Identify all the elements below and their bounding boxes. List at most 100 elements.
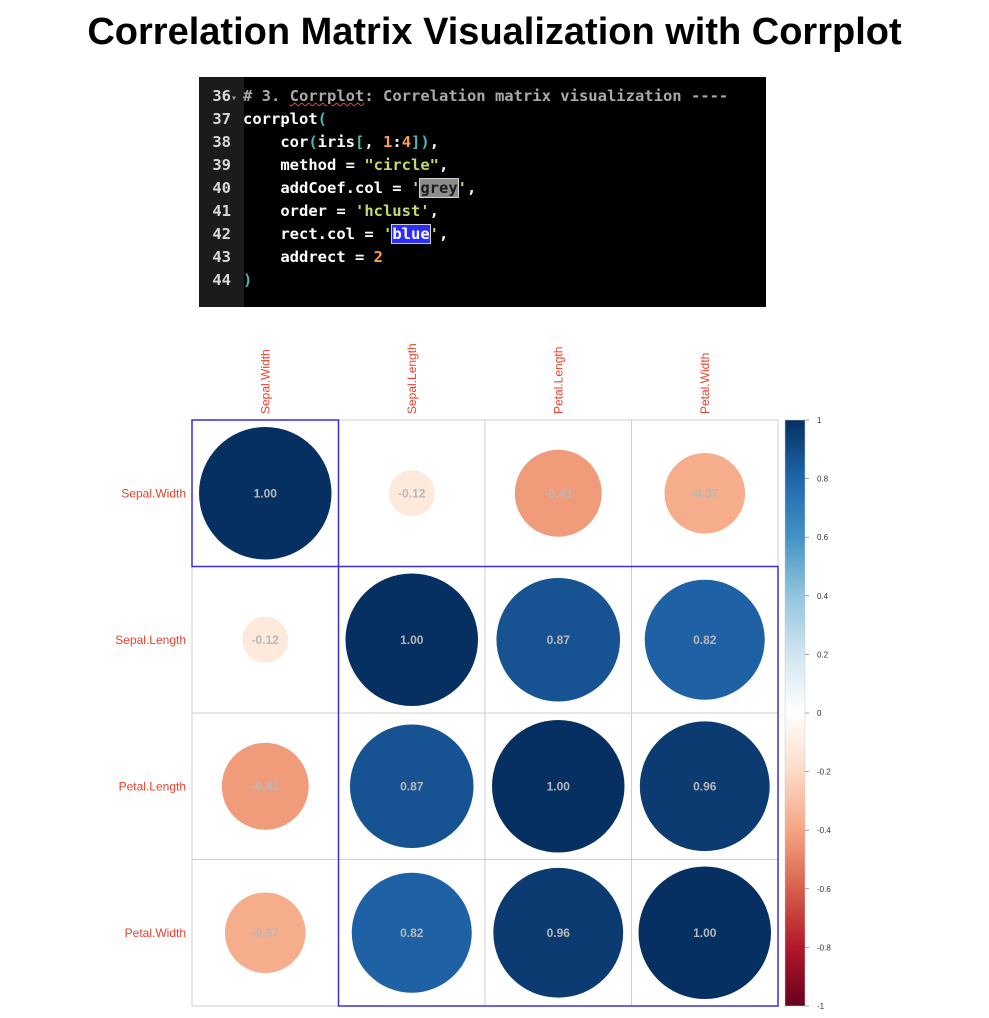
row-label: Sepal.Length xyxy=(115,633,186,647)
code-text: # 3. Corrplot: Correlation matrix visual… xyxy=(243,87,728,105)
color-legend-tick-label: 0.6 xyxy=(817,533,829,542)
coefficient-label: 1.00 xyxy=(547,779,571,793)
coefficient-label: -0.37 xyxy=(252,926,280,940)
coefficient-label: 1.00 xyxy=(400,633,424,647)
code-token: cor xyxy=(243,133,309,151)
code-text: addCoef.col = 'grey', xyxy=(243,178,477,198)
code-token: : Correlation matrix visualization ---- xyxy=(364,87,729,105)
color-legend-tick-label: -0.4 xyxy=(817,826,831,835)
column-label: Sepal.Length xyxy=(405,343,419,414)
code-token: ' xyxy=(429,225,439,243)
code-token: ) xyxy=(243,271,253,289)
coefficient-label: 0.96 xyxy=(547,926,571,940)
color-legend-tick-label: -0.6 xyxy=(817,885,831,894)
line-number: 43 xyxy=(212,248,231,266)
code-text: corrplot( xyxy=(243,110,327,128)
correlation-circle xyxy=(351,872,472,993)
correlation-circle xyxy=(388,470,435,517)
correlation-circle xyxy=(221,742,309,830)
code-token: Corrplot xyxy=(289,87,365,105)
correlation-circle xyxy=(242,616,289,663)
correlation-circles xyxy=(199,427,771,999)
fold-arrow-icon[interactable]: ▾ xyxy=(231,93,238,104)
coefficient-label: 0.87 xyxy=(547,633,571,647)
coefficient-label: -0.12 xyxy=(252,633,280,647)
column-label: Petal.Length xyxy=(551,347,565,414)
code-token: # 3. xyxy=(243,87,290,105)
coefficient-label: 0.87 xyxy=(400,779,424,793)
code-token: "circle" xyxy=(364,156,439,174)
correlation-circle xyxy=(493,867,624,998)
line-number: 44 xyxy=(212,271,231,289)
code-line: 42 rect.col = 'blue', xyxy=(199,223,766,246)
correlation-circle xyxy=(349,724,474,849)
code-token: grey xyxy=(419,178,459,198)
correlation-circle xyxy=(664,452,746,534)
color-legend: 1 0.8 0.6 0.4 0.2 0 -0.2 -0.4 -0.6 -0.8 -1 xyxy=(784,416,831,1011)
row-labels: Sepal.Width Sepal.Length Petal.Length Petal… xyxy=(115,486,186,940)
code-token: : xyxy=(392,133,402,151)
code-token: addrect = xyxy=(243,248,374,266)
correlation-circle xyxy=(496,577,621,702)
coefficient-label: 0.96 xyxy=(693,779,717,793)
color-legend-tick-label: 0 xyxy=(817,709,822,718)
column-label: Petal.Width xyxy=(698,353,712,414)
code-line: 40 addCoef.col = 'grey', xyxy=(199,177,766,200)
column-label: Sepal.Width xyxy=(258,349,272,414)
line-number: 39 xyxy=(212,156,231,174)
coefficient-label: -0.12 xyxy=(398,486,426,500)
code-token: 4 xyxy=(401,133,412,151)
coefficient-label: -0.43 xyxy=(545,486,573,500)
code-token: ( xyxy=(308,133,318,151)
color-legend-tick-label: 0.2 xyxy=(817,650,829,659)
code-token: 'hclust' xyxy=(354,202,430,220)
coefficient-label: 1.00 xyxy=(254,486,278,500)
coefficient-label: 0.82 xyxy=(693,633,717,647)
row-label: Petal.Width xyxy=(125,926,186,940)
color-legend-tick-label: 0.8 xyxy=(817,475,829,484)
coefficient-label: 0.82 xyxy=(400,926,424,940)
code-token: , xyxy=(439,225,449,243)
row-label: Sepal.Width xyxy=(121,486,186,500)
code-token: , xyxy=(467,179,477,197)
line-number: 42 xyxy=(212,225,231,243)
correlation-circle xyxy=(514,449,602,537)
color-legend-tick-label: -0.8 xyxy=(817,943,831,952)
code-line: 36▾ # 3. Corrplot: Correlation matrix vis… xyxy=(199,85,766,108)
code-token: 2 xyxy=(373,248,383,266)
line-number: 41 xyxy=(212,202,231,220)
correlation-circle xyxy=(345,573,478,706)
correlation-circle xyxy=(639,721,770,852)
code-text: cor(iris[, 1:4]), xyxy=(243,133,439,151)
color-legend-tick-label: 0.4 xyxy=(817,592,829,601)
line-number-gutter xyxy=(199,77,244,307)
code-token: ]) xyxy=(411,133,430,151)
code-line: 39 method = "circle", xyxy=(199,154,766,177)
line-number: 37 xyxy=(212,110,231,128)
code-token: corrplot xyxy=(243,110,318,128)
color-legend-bar xyxy=(784,419,806,1007)
code-token: addCoef.col = xyxy=(243,179,411,197)
correlation-circle xyxy=(224,892,306,974)
code-text: order = 'hclust', xyxy=(243,202,439,220)
cluster-rectangle xyxy=(337,565,779,1007)
code-line: 37 corrplot( xyxy=(199,108,766,131)
line-number: 36 xyxy=(212,87,231,105)
correlation-circle xyxy=(644,579,765,700)
color-legend-tick-label: -0.2 xyxy=(817,768,831,777)
code-token: , xyxy=(429,202,439,220)
code-text: ) xyxy=(243,271,252,289)
code-token: ' xyxy=(410,179,421,197)
code-token: ' xyxy=(382,225,393,243)
cluster-rectangles xyxy=(191,419,779,1007)
coefficient-labels: 1.00 -0.12 -0.43 -0.37 -0.12 1.00 0.87 0.82 -0.4… xyxy=(252,486,719,940)
cluster-rectangle xyxy=(191,419,340,568)
code-editor-panel: 36▾ # 3. Corrplot: Correlation matrix vis… xyxy=(199,77,766,307)
code-line: 41 order = 'hclust', xyxy=(199,200,766,223)
code-token: rect.col = xyxy=(243,225,383,243)
code-token: blue xyxy=(391,224,431,244)
column-labels: Sepal.Width Sepal.Length Petal.Length Petal… xyxy=(258,343,712,414)
code-line: 44) xyxy=(199,269,766,292)
correlation-circle xyxy=(199,427,332,560)
code-token: , xyxy=(429,133,440,151)
